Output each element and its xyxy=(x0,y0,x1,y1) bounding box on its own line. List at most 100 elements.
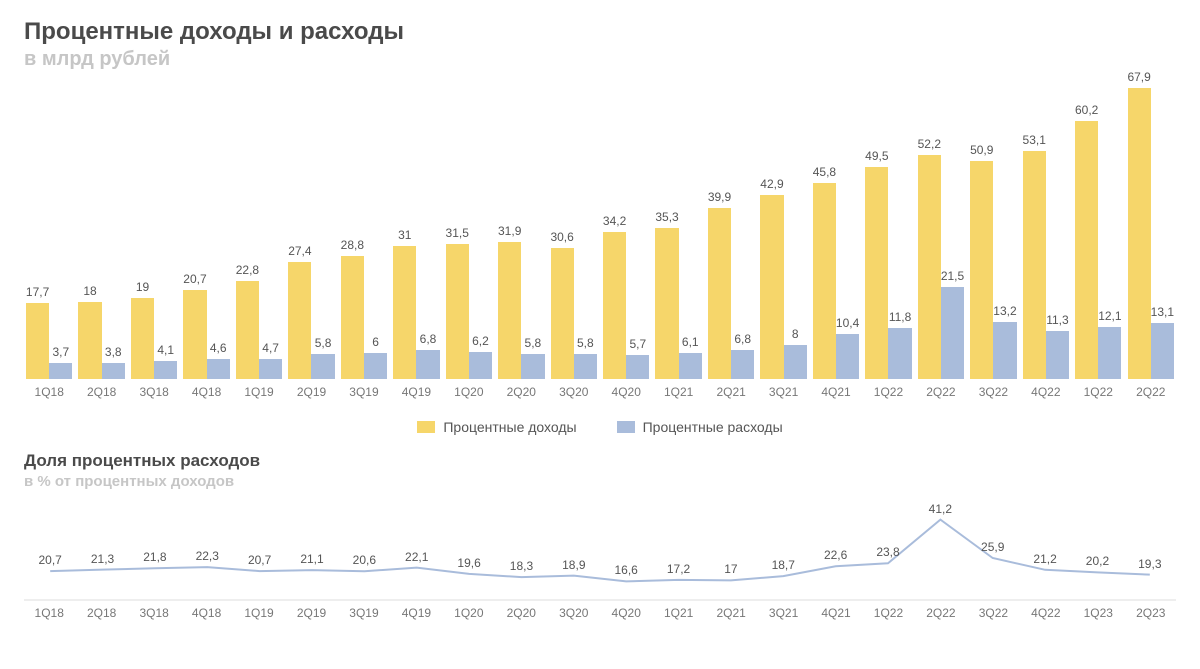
bar-value-label: 17,7 xyxy=(26,285,49,299)
bar: 42,9 xyxy=(760,195,783,379)
bar-value-label: 6,1 xyxy=(682,335,699,349)
bar: 3,7 xyxy=(49,363,72,379)
bar: 31,5 xyxy=(446,244,469,379)
bar-group: 50,913,2 xyxy=(968,79,1018,379)
legend-item-expense: Процентные расходы xyxy=(617,419,783,435)
bar: 4,6 xyxy=(207,359,230,379)
bar: 35,3 xyxy=(655,228,678,379)
bar-value-label: 10,4 xyxy=(836,316,859,330)
bar: 11,8 xyxy=(888,328,911,379)
bar-group: 42,98 xyxy=(758,79,808,379)
bar-value-label: 31 xyxy=(398,228,411,242)
x-axis-label: 3Q21 xyxy=(758,606,808,620)
bar: 30,6 xyxy=(551,248,574,379)
bar-group: 39,96,8 xyxy=(706,79,756,379)
line-chart: 20,721,321,822,320,721,120,622,119,618,3… xyxy=(24,494,1176,604)
bar-group: 28,86 xyxy=(339,79,389,379)
x-axis-label: 3Q21 xyxy=(758,385,808,399)
bar-group: 31,95,8 xyxy=(496,79,546,379)
bar-value-label: 4,1 xyxy=(157,343,174,357)
x-axis-label: 2Q22 xyxy=(916,606,966,620)
bar-value-label: 18 xyxy=(83,284,96,298)
x-axis-label: 4Q18 xyxy=(181,385,231,399)
x-axis-label: 4Q18 xyxy=(181,606,231,620)
bar-value-label: 4,6 xyxy=(210,341,227,355)
bar: 49,5 xyxy=(865,167,888,379)
x-axis-label: 1Q19 xyxy=(234,606,284,620)
bar: 4,7 xyxy=(259,359,282,379)
bar-group: 35,3 6,1 xyxy=(653,79,703,379)
x-axis-label: 2Q19 xyxy=(286,385,336,399)
bar-chart: 17,73,7183,8194,120,74,622,84,727,45,828… xyxy=(24,79,1176,409)
x-axis-label: 1Q23 xyxy=(1073,606,1123,620)
bar-value-label: 5,8 xyxy=(577,336,594,350)
bar-group: 34,25,7 xyxy=(601,79,651,379)
bar-group: 183,8 xyxy=(76,79,126,379)
bar-group: 316,8 xyxy=(391,79,441,379)
x-axis-label: 3Q18 xyxy=(129,606,179,620)
bar-value-label: 5,8 xyxy=(315,336,332,350)
bar: 22,8 xyxy=(236,281,259,379)
x-axis-label: 3Q19 xyxy=(339,606,389,620)
bar-value-label: 28,8 xyxy=(341,238,364,252)
x-axis-label: 2Q23 xyxy=(1126,606,1176,620)
bar-value-label: 22,8 xyxy=(236,263,259,277)
x-axis-label: 3Q20 xyxy=(549,385,599,399)
bar: 13,1 xyxy=(1151,323,1174,379)
bar: 45,8 xyxy=(813,183,836,379)
bar-value-label: 34,2 xyxy=(603,214,626,228)
bar: 18 xyxy=(78,302,101,379)
bar: 3,8 xyxy=(102,363,125,379)
bar-group: 45,810,4 xyxy=(811,79,861,379)
bar: 5,8 xyxy=(574,354,597,379)
bar: 10,4 xyxy=(836,334,859,379)
bar: 6,2 xyxy=(469,352,492,379)
bar: 28,8 xyxy=(341,256,364,379)
page-title: Процентные доходы и расходы xyxy=(24,18,1176,46)
bar-value-label: 50,9 xyxy=(970,143,993,157)
x-axis-label: 4Q21 xyxy=(811,385,861,399)
bar-group: 20,74,6 xyxy=(181,79,231,379)
x-axis-label: 2Q18 xyxy=(76,385,126,399)
bar: 60,2 xyxy=(1075,121,1098,379)
bar-value-label: 52,2 xyxy=(918,137,941,151)
legend-label-income: Процентные доходы xyxy=(443,419,576,435)
legend-swatch-income xyxy=(417,421,435,433)
bar-value-label: 27,4 xyxy=(288,244,311,258)
bar-value-label: 42,9 xyxy=(760,177,783,191)
bar: 19 xyxy=(131,298,154,379)
bar-group: 17,7 3,7 xyxy=(24,79,74,379)
bar-value-label: 31,5 xyxy=(446,226,469,240)
x-axis-label: 3Q19 xyxy=(339,385,389,399)
bar-value-label: 12,1 xyxy=(1098,309,1121,323)
bar-value-label: 20,7 xyxy=(183,272,206,286)
bar-value-label: 53,1 xyxy=(1023,133,1046,147)
bar-value-label: 6,8 xyxy=(734,332,751,346)
x-axis-label: 3Q22 xyxy=(968,606,1018,620)
bar-value-label: 67,9 xyxy=(1127,70,1150,84)
bar-value-label: 21,5 xyxy=(941,269,964,283)
bar: 50,9 xyxy=(970,161,993,379)
bar-legend: Процентные доходы Процентные расходы xyxy=(24,419,1176,435)
bar: 67,9 xyxy=(1128,88,1151,379)
bar-group: 194,1 xyxy=(129,79,179,379)
bar-value-label: 6,2 xyxy=(472,334,489,348)
bar: 5,8 xyxy=(521,354,544,379)
x-axis-label: 1Q20 xyxy=(444,606,494,620)
bar-value-label: 13,2 xyxy=(993,304,1016,318)
bar-value-label: 30,6 xyxy=(550,230,573,244)
x-axis-label: 2Q21 xyxy=(706,385,756,399)
bar-value-label: 6,8 xyxy=(420,332,437,346)
bar-value-label: 4,7 xyxy=(262,341,279,355)
x-axis-label: 1Q18 xyxy=(24,385,74,399)
bar: 8 xyxy=(784,345,807,379)
bar: 34,2 xyxy=(603,232,626,379)
bar-value-label: 3,8 xyxy=(105,345,122,359)
x-axis-label: 4Q22 xyxy=(1021,385,1071,399)
x-axis-label: 1Q20 xyxy=(444,385,494,399)
bar-value-label: 49,5 xyxy=(865,149,888,163)
bar-value-label: 5,7 xyxy=(629,337,646,351)
bar: 31 xyxy=(393,246,416,379)
bar-value-label: 11,8 xyxy=(889,310,911,324)
bar: 20,7 xyxy=(183,290,206,379)
